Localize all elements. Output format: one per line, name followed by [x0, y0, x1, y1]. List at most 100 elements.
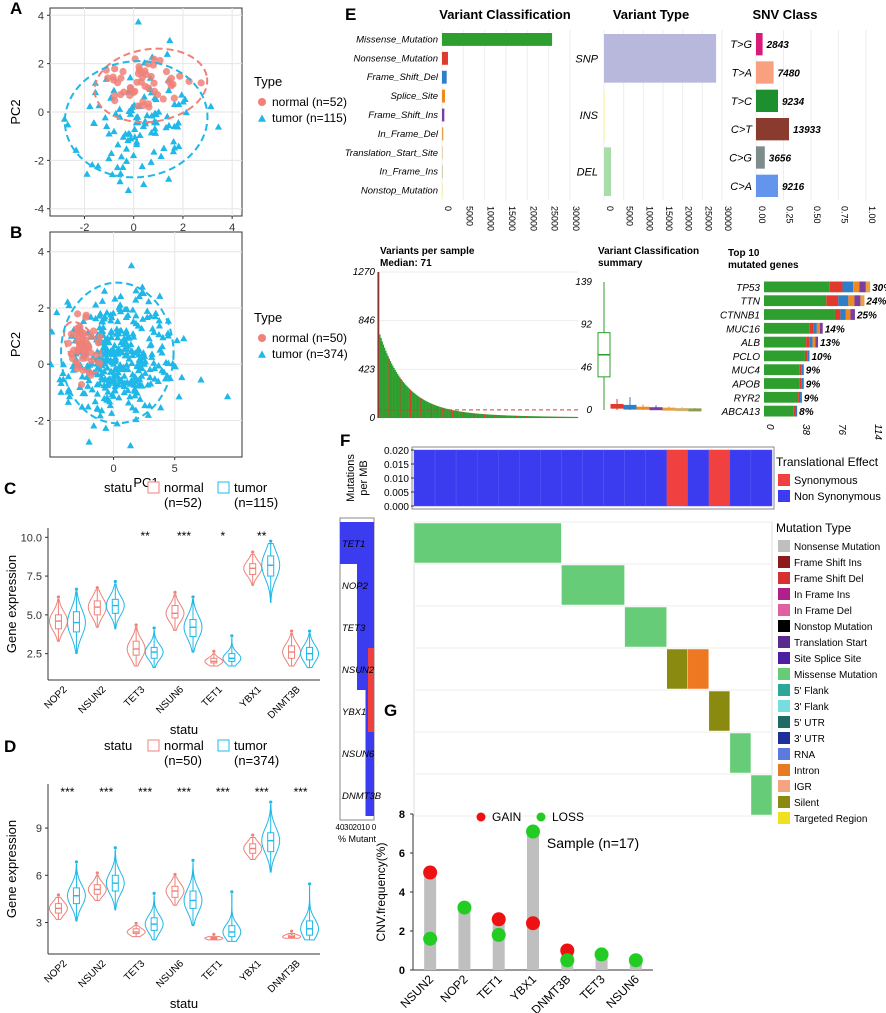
y-tick-label: 7.5	[27, 571, 42, 583]
normal-point	[96, 333, 104, 341]
vcs-title: Variant Classification	[598, 246, 699, 257]
vps-bar	[458, 411, 460, 418]
vps-y-tick: 0	[369, 413, 375, 424]
vcs-subtitle: summary	[598, 258, 643, 269]
mutation-type-label: In Frame Ins	[794, 590, 850, 601]
tumor-point	[98, 406, 106, 414]
pct-x-tick: 30	[344, 823, 353, 832]
top10-bar-segment	[850, 309, 855, 320]
vt-x-tick: 20000	[684, 206, 694, 231]
top10-bar-segment	[809, 322, 814, 334]
tumor-point	[101, 312, 109, 320]
normal-point	[92, 351, 100, 359]
oncoplot-gene-label: YBX1	[342, 707, 366, 718]
vps-bar	[482, 414, 485, 418]
normal-point	[119, 67, 127, 76]
vps-bar	[573, 416, 575, 418]
mutation-type-label: 5' UTR	[794, 718, 825, 729]
vps-bar	[542, 416, 545, 418]
tumor-point	[152, 309, 160, 317]
vps-bar	[478, 413, 480, 418]
tumor-point	[64, 372, 72, 380]
tumor-point	[132, 312, 140, 319]
vps-bar	[379, 334, 381, 418]
tumor-point	[144, 411, 152, 418]
oncoplot-gene-label: NSUN6	[342, 749, 375, 760]
tumor-point	[115, 375, 123, 382]
panel-letter: C	[4, 479, 16, 498]
normal-outlier	[289, 629, 294, 633]
legend-nonsyn-label: Non Synonymous	[794, 491, 881, 503]
vps-bar	[406, 386, 408, 418]
normal-outlier	[251, 550, 255, 554]
tumor-point	[170, 144, 179, 151]
vps-bar	[493, 414, 495, 418]
tumor-point	[130, 381, 138, 388]
vps-bar	[496, 414, 499, 418]
x-tick-label: 0	[131, 222, 137, 234]
snv-bar	[756, 33, 763, 56]
tumor-point	[163, 372, 171, 379]
significance-stars: **	[140, 529, 150, 543]
tumor-point	[84, 403, 92, 410]
tumor-point	[165, 86, 173, 94]
tumor-outlier	[230, 890, 234, 894]
vps-bar	[436, 406, 439, 418]
y-axis-label: CNV.frequency(%)	[374, 843, 388, 942]
tumor-point	[117, 153, 126, 160]
tumor-point	[159, 333, 167, 341]
x-tick-label: NOP2	[43, 958, 70, 985]
mutation-type-label: 3' UTR	[794, 734, 825, 745]
x-tick-label: NOP2	[438, 972, 471, 1005]
pct-bar	[357, 564, 374, 606]
tumor-point	[65, 392, 74, 400]
tumor-point	[86, 102, 94, 110]
snv-count: 3656	[769, 154, 792, 165]
normal-point	[176, 72, 184, 80]
vc-x-tick: 20000	[528, 206, 538, 231]
vc-label: Frame_Shift_Ins	[368, 110, 438, 121]
vps-bar	[548, 416, 550, 418]
snv-count: 9234	[782, 97, 805, 108]
normal-box	[132, 640, 140, 656]
legend-gain-marker	[476, 812, 486, 822]
tumor-point	[179, 98, 187, 105]
tumor-point	[132, 287, 140, 294]
vcs-y-tick: 92	[581, 320, 593, 331]
vps-bar	[434, 405, 436, 418]
vt-x-tick: 10000	[644, 206, 654, 231]
snv-label: C>A	[730, 181, 752, 193]
vps-bar	[449, 409, 452, 418]
significance-stars: ***	[177, 529, 191, 543]
vps-bar	[467, 412, 469, 418]
significance-stars: ***	[255, 785, 269, 799]
mutation-type-swatch	[778, 572, 790, 584]
tmb-nonsyn-bar	[540, 449, 562, 507]
tumor-point	[173, 336, 181, 344]
vc-label: Frame_Shift_Del	[367, 72, 439, 83]
tumor-point	[116, 105, 124, 112]
top10-bar-segment	[798, 391, 800, 403]
vc-x-tick: 10000	[486, 206, 496, 231]
oncoplot-cell	[413, 522, 562, 564]
mutation-type-label: Missense Mutation	[794, 670, 877, 681]
vps-bar	[405, 384, 407, 418]
y-tick-label: 4	[399, 887, 406, 899]
vps-bar	[510, 415, 513, 418]
tumor-point	[175, 393, 183, 400]
legend2-title: Mutation Type	[776, 521, 851, 535]
tumor-point	[108, 313, 116, 321]
tumor-point	[96, 412, 104, 419]
tumor-box	[267, 555, 275, 577]
mutation-type-label: Frame Shift Ins	[794, 558, 862, 569]
top10-gene-label: TTN	[741, 297, 761, 308]
normal-point	[79, 366, 87, 374]
tumor-point	[140, 360, 148, 367]
panel-letter: A	[10, 0, 22, 18]
tumor-point	[174, 119, 183, 126]
panel-letter: G	[384, 701, 397, 720]
tumor-point	[128, 351, 137, 359]
vps-bar	[536, 416, 539, 418]
normal-outlier	[134, 623, 138, 627]
tumor-point	[105, 154, 113, 162]
